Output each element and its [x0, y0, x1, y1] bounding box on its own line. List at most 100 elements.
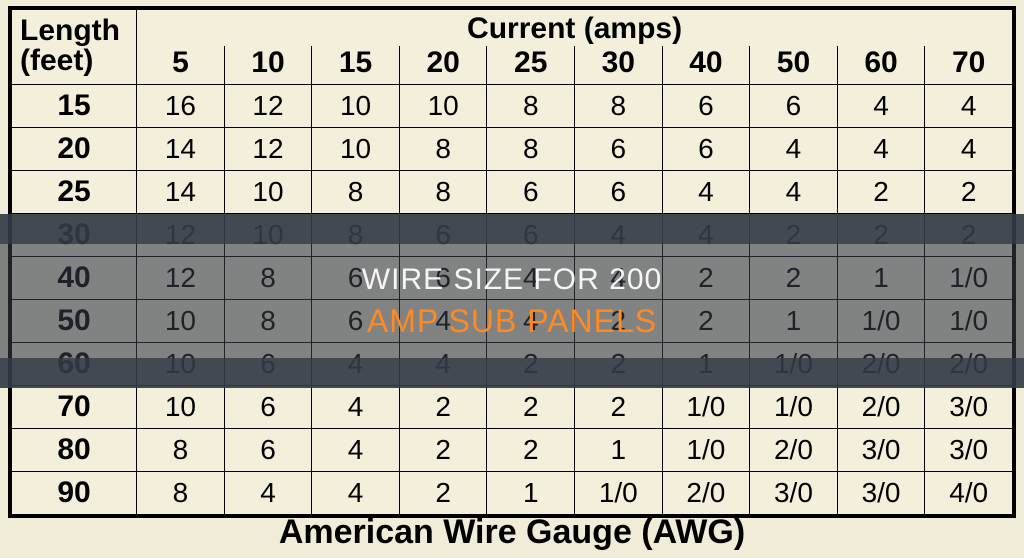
- len-cell: 90: [12, 472, 137, 515]
- cell: 8: [224, 257, 312, 300]
- cell: 2/0: [837, 343, 925, 386]
- cell: 4: [575, 257, 663, 300]
- cell: 8: [312, 214, 400, 257]
- cell: 2: [575, 386, 663, 429]
- cell: 3/0: [837, 429, 925, 472]
- cell: 6: [312, 257, 400, 300]
- cell: 2/0: [750, 429, 838, 472]
- cell: 4: [399, 300, 487, 343]
- col-40: 40: [662, 46, 750, 85]
- cell: 2: [399, 386, 487, 429]
- page: Length Current (amps) (feet) 5 10 15 20 …: [0, 0, 1024, 558]
- cell: 12: [137, 257, 225, 300]
- cell: 2: [487, 343, 575, 386]
- cell: 4: [224, 472, 312, 515]
- cell: 8: [399, 171, 487, 214]
- cell: 10: [312, 128, 400, 171]
- cell: 12: [224, 128, 312, 171]
- cell: 10: [224, 171, 312, 214]
- cell: 14: [137, 128, 225, 171]
- cell: 2: [925, 214, 1013, 257]
- cell: 12: [137, 214, 225, 257]
- cell: 4: [925, 85, 1013, 128]
- cell: 8: [137, 429, 225, 472]
- cell: 1/0: [837, 300, 925, 343]
- row-header-line2: (feet): [12, 46, 137, 85]
- cell: 10: [399, 85, 487, 128]
- cell: 2/0: [925, 343, 1013, 386]
- cell: 6: [224, 386, 312, 429]
- cell: 2: [662, 257, 750, 300]
- cell: 2: [837, 214, 925, 257]
- table-row: 30 121086644222: [12, 214, 1013, 257]
- len-cell: 20: [12, 128, 137, 171]
- cell: 4: [312, 429, 400, 472]
- cell: 3/0: [925, 386, 1013, 429]
- cell: 2: [487, 386, 575, 429]
- cell: 2: [750, 214, 838, 257]
- cell: 2: [662, 300, 750, 343]
- cell: 10: [137, 343, 225, 386]
- cell: 12: [224, 85, 312, 128]
- cell: 1/0: [750, 343, 838, 386]
- wire-gauge-table-wrap: Length Current (amps) (feet) 5 10 15 20 …: [8, 6, 1016, 518]
- cell: 1/0: [925, 300, 1013, 343]
- cell: 2: [750, 257, 838, 300]
- table-row: 25 141088664422: [12, 171, 1013, 214]
- cell: 6: [312, 300, 400, 343]
- cell: 1: [662, 343, 750, 386]
- cell: 4: [750, 171, 838, 214]
- cell: 4: [837, 128, 925, 171]
- cell: 6: [399, 214, 487, 257]
- cell: 4: [575, 214, 663, 257]
- cell: 6: [575, 128, 663, 171]
- cell: 8: [312, 171, 400, 214]
- cell: 3/0: [925, 429, 1013, 472]
- cell: 2: [575, 300, 663, 343]
- cell: 4: [399, 343, 487, 386]
- cell: 10: [137, 300, 225, 343]
- cell: 16: [137, 85, 225, 128]
- cell: 2: [399, 472, 487, 515]
- cell: 10: [137, 386, 225, 429]
- col-header-title: Current (amps): [137, 10, 1013, 47]
- cell: 6: [487, 214, 575, 257]
- table-body: 15 16121010886644 20 1412108866444 25 14…: [12, 85, 1013, 515]
- cell: 4: [312, 343, 400, 386]
- cell: 2: [399, 429, 487, 472]
- cell: 1/0: [575, 472, 663, 515]
- table-row: 70 10642221/01/02/03/0: [12, 386, 1013, 429]
- cell: 2: [925, 171, 1013, 214]
- cell: 4: [487, 300, 575, 343]
- cell: 1: [575, 429, 663, 472]
- table-row: 60 106442211/02/02/0: [12, 343, 1013, 386]
- len-cell: 80: [12, 429, 137, 472]
- col-70: 70: [925, 46, 1013, 85]
- cell: 3/0: [837, 472, 925, 515]
- cell: 6: [662, 85, 750, 128]
- cell: 1: [487, 472, 575, 515]
- cell: 4: [487, 257, 575, 300]
- cell: 4: [312, 386, 400, 429]
- cell: 6: [399, 257, 487, 300]
- len-cell: 50: [12, 300, 137, 343]
- cell: 6: [224, 343, 312, 386]
- cell: 2/0: [837, 386, 925, 429]
- cell: 10: [312, 85, 400, 128]
- cell: 1/0: [750, 386, 838, 429]
- len-cell: 25: [12, 171, 137, 214]
- cell: 6: [487, 171, 575, 214]
- cell: 1: [750, 300, 838, 343]
- col-30: 30: [575, 46, 663, 85]
- cell: 4: [312, 472, 400, 515]
- cell: 8: [487, 128, 575, 171]
- footer-label: American Wire Gauge (AWG): [0, 513, 1024, 552]
- cell: 4: [925, 128, 1013, 171]
- cell: 6: [750, 85, 838, 128]
- len-cell: 30: [12, 214, 137, 257]
- table-row: 20 1412108866444: [12, 128, 1013, 171]
- cell: 6: [575, 171, 663, 214]
- cell: 8: [575, 85, 663, 128]
- len-cell: 15: [12, 85, 137, 128]
- cell: 1/0: [662, 386, 750, 429]
